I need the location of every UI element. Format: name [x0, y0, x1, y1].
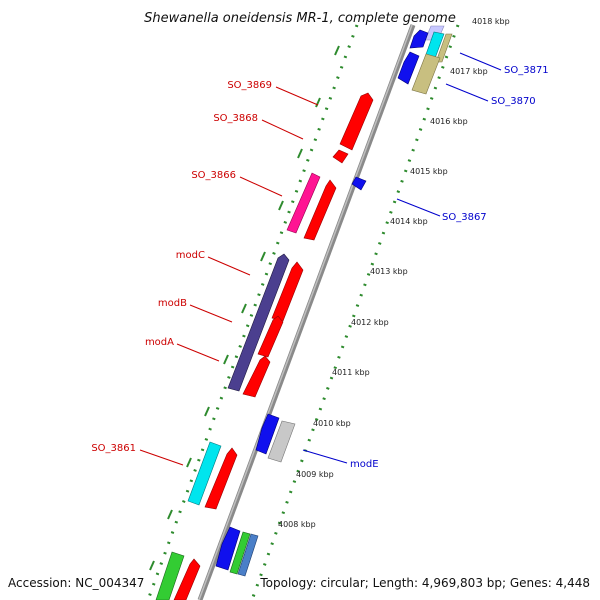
scale-labels: 4018 kbp 4017 kbp 4016 kbp 4015 kbp 4014…: [278, 17, 510, 529]
scale-label: 4010 kbp: [313, 419, 351, 428]
scale-label: 4008 kbp: [278, 520, 316, 529]
inner-tick-line: [146, 24, 359, 600]
gene-label-so3869[interactable]: SO_3869: [227, 80, 272, 91]
forward-strand-genes: [155, 92, 374, 600]
scale-label: 4018 kbp: [472, 17, 510, 26]
gene-label-so3868[interactable]: SO_3868: [213, 113, 258, 124]
leader-line: [302, 449, 348, 464]
gene-arrow-so3870-khaki[interactable]: [411, 53, 441, 95]
scale-label: 4009 kbp: [296, 470, 334, 479]
gene-arrow-mode-blue[interactable]: [255, 413, 280, 455]
gene-arrow-green-bottom[interactable]: [155, 551, 185, 600]
scale-label: 4017 kbp: [450, 67, 488, 76]
leader-line: [396, 198, 441, 217]
left-gene-labels: SO_3869 SO_3868 SO_3866 modC modB modA S…: [91, 80, 319, 466]
leader-line: [139, 449, 184, 466]
leader-line: [275, 86, 319, 106]
leader-line: [176, 343, 220, 362]
gene-arrow-modb-red[interactable]: [257, 315, 284, 358]
gene-label-modb[interactable]: modB: [158, 298, 187, 309]
scale-label: 4012 kbp: [351, 318, 389, 327]
gene-arrow-so3869[interactable]: [339, 92, 374, 151]
gene-arrow-so3870-blue[interactable]: [397, 51, 420, 85]
genome-backbone-highlight: [198, 24, 413, 600]
genome-backbone: [197, 24, 416, 600]
gene-label-mode[interactable]: modE: [350, 459, 379, 470]
leader-line: [445, 83, 489, 102]
gene-arrow-moda-red-2[interactable]: [242, 355, 271, 398]
gene-label-so3861[interactable]: SO_3861: [91, 443, 136, 454]
gene-label-so3866[interactable]: SO_3866: [191, 170, 236, 181]
scale-label: 4014 kbp: [390, 217, 428, 226]
scale-label: 4013 kbp: [370, 267, 408, 276]
leader-line: [189, 304, 233, 323]
gene-arrow-so3866-magenta[interactable]: [286, 172, 321, 234]
gene-arrow-red-bottom[interactable]: [173, 558, 201, 600]
inner-major-ticks: [149, 45, 340, 571]
gene-label-moda[interactable]: modA: [145, 337, 174, 348]
gene-label-modc[interactable]: modC: [176, 250, 205, 261]
gene-arrow-mode-gray[interactable]: [267, 420, 296, 463]
gene-arrow-so3861-cyan[interactable]: [187, 441, 222, 506]
reverse-strand-genes: [215, 25, 453, 577]
right-gene-labels: SO_3871 SO_3870 SO_3867 modE: [302, 52, 549, 470]
gene-arrow-bottom-green[interactable]: [229, 531, 251, 575]
gene-arrow-so3867[interactable]: [351, 176, 367, 191]
topology-text: Topology: circular; Length: 4,969,803 bp…: [259, 576, 590, 590]
leader-line: [207, 256, 251, 276]
gene-label-so3871[interactable]: SO_3871: [504, 65, 549, 76]
gene-arrow-modc[interactable]: [227, 253, 290, 392]
gene-arrow-top-blue[interactable]: [409, 29, 429, 49]
accession-text: Accession: NC_004347: [8, 576, 144, 590]
gene-arrow-so3868[interactable]: [332, 149, 349, 164]
gene-label-so3867[interactable]: SO_3867: [442, 212, 487, 223]
map-title: Shewanella oneidensis MR-1, complete gen…: [144, 11, 456, 26]
leader-line: [239, 176, 283, 197]
scale-label: 4016 kbp: [430, 117, 468, 126]
scale-label: 4015 kbp: [410, 167, 448, 176]
gene-arrow-so3861-red[interactable]: [204, 447, 238, 510]
leader-line: [459, 52, 502, 71]
gene-arrow-so3871-khaki[interactable]: [435, 33, 453, 63]
leader-line: [261, 119, 304, 140]
gene-arrow-so3866-red[interactable]: [303, 179, 337, 241]
gene-arrow-bottom-steelblue[interactable]: [237, 533, 259, 577]
gene-arrow-bottom-blue[interactable]: [215, 526, 241, 571]
gene-label-so3870[interactable]: SO_3870: [491, 96, 536, 107]
scale-label: 4011 kbp: [332, 368, 370, 377]
